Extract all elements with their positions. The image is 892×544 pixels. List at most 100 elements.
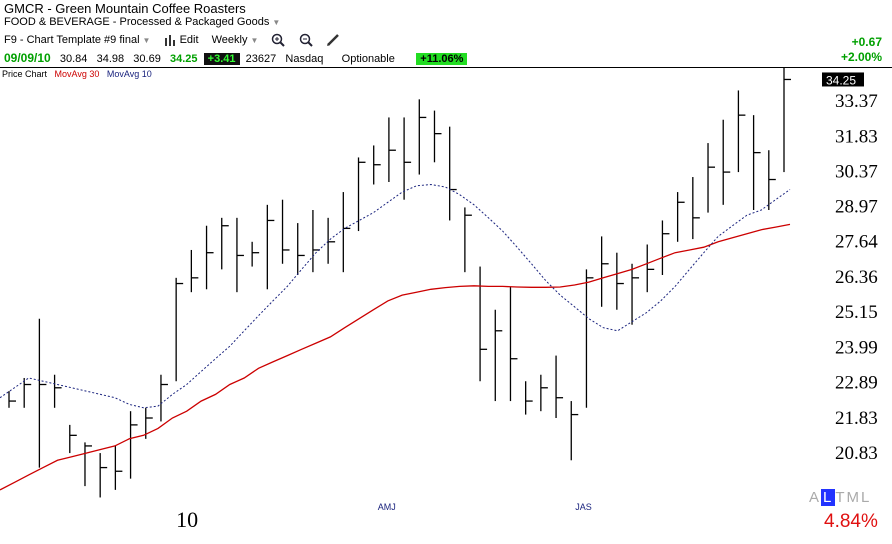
quote-low: 30.69 (133, 53, 161, 65)
ohlc-bar (449, 126, 457, 221)
industry-label: FOOD & BEVERAGE - Processed & Packaged G… (4, 16, 270, 28)
ohlc-bar (38, 318, 47, 468)
ohlc-bar (388, 117, 396, 183)
last-price-label: 34.25 (826, 73, 856, 87)
template-label: F9 - Chart Template #9 final (4, 34, 140, 46)
chevron-down-icon[interactable]: ▼ (250, 36, 259, 45)
edit-label: Edit (179, 34, 199, 46)
ohlc-bar (525, 381, 533, 415)
ohlc-bar (266, 204, 275, 290)
y-tick-label: 25.15 (835, 302, 878, 323)
ohlc-bar (616, 252, 624, 310)
x-tick-label: JAS (575, 502, 592, 512)
ohlc-bar (783, 62, 791, 173)
ohlc-bar (676, 192, 685, 242)
ohlc-bar (251, 241, 260, 267)
ohlc-bar (540, 374, 548, 412)
ohlc-bar (221, 217, 229, 270)
ohlc-bar (236, 217, 244, 293)
range-selector[interactable]: A L TML (809, 489, 871, 506)
quote-close: 34.25 (170, 53, 198, 65)
side-change: +0.67 (851, 35, 882, 49)
ohlc-bar (494, 309, 503, 402)
legend-ma30: MovAvg 30 (54, 69, 100, 79)
ohlc-bar (160, 374, 168, 422)
symbol-title: GMCR - Green Mountain Coffee Roasters (4, 1, 246, 16)
ohlc-bar (479, 266, 488, 382)
chart-legend: Price Chart MovAvg 30 MovAvg 10 (2, 69, 157, 79)
quote-line: 09/09/10 30.84 34.98 30.69 34.25 +3.41 2… (4, 51, 468, 65)
ohlc-bar (129, 411, 138, 479)
range-t[interactable]: T (835, 489, 847, 506)
ohlc-bar (433, 110, 442, 163)
price-chart[interactable]: 33.37 31.83 30.37 28.97 27.64 26.36 25.15 23.99… (0, 62, 892, 539)
ohlc-bar (768, 150, 776, 211)
y-tick-label: 20.83 (835, 443, 878, 464)
ohlc-bar (190, 249, 199, 293)
ohlc-bar (752, 115, 761, 211)
edit-button[interactable]: Edit (164, 34, 199, 46)
y-tick-label: 23.99 (835, 338, 878, 359)
last-price-box (822, 72, 864, 87)
template-selector[interactable]: F9 - Chart Template #9 final ▼ (4, 34, 150, 46)
y-tick-label: 21.83 (835, 408, 878, 429)
y-tick-label: 26.36 (835, 267, 878, 288)
legend-price: Price Chart (2, 69, 48, 79)
quote-date: 09/09/10 (4, 51, 51, 65)
ohlc-bar (707, 143, 716, 213)
ohlc-bar (23, 377, 32, 408)
range-l[interactable]: L (861, 489, 872, 506)
last-price-tag: 34.25 (822, 72, 864, 87)
zoom-out-icon[interactable] (299, 33, 313, 47)
moving-average-10-line (0, 183, 791, 409)
range-l-selected[interactable]: L (821, 489, 836, 506)
ohlc-bar (570, 401, 579, 461)
y-tick-label: 28.97 (835, 197, 878, 218)
ohlc-bar (114, 445, 123, 490)
ohlc-bar (84, 442, 92, 487)
chevron-down-icon[interactable]: ▼ (272, 18, 281, 27)
ohlc-bar (8, 391, 16, 408)
range-m[interactable]: M (846, 489, 862, 506)
x-tick-label: AMJ (378, 502, 396, 512)
quote-open: 30.84 (59, 53, 88, 65)
quote-volume: 23627 (245, 53, 277, 65)
y-tick-label: 30.37 (835, 161, 878, 182)
y-tick-label: 31.83 (835, 126, 878, 147)
pct-change-badge: +11.06% (416, 53, 468, 65)
ohlc-bar (555, 355, 564, 419)
zoom-in-icon[interactable] (271, 33, 286, 47)
range-a[interactable]: A (809, 489, 822, 506)
ohlc-bar (509, 286, 518, 402)
quote-change-badge: +3.41 (203, 53, 240, 65)
quote-exchange: Nasdaq (285, 53, 324, 65)
ohlc-bar (737, 90, 746, 173)
ohlc-bar (585, 269, 594, 408)
pencil-icon[interactable] (326, 33, 340, 47)
quote-high: 34.98 (96, 53, 125, 65)
ohlc-bar (631, 263, 640, 325)
ohlc-bar (175, 277, 184, 382)
ohlc-bar (53, 374, 62, 408)
ohlc-bar (661, 220, 670, 276)
moving-average-30-line (0, 223, 791, 491)
ohlc-bar (342, 192, 351, 273)
period-selector[interactable]: Weekly ▼ (212, 34, 259, 46)
header-panel: GMCR - Green Mountain Coffee Roasters FO… (0, 0, 892, 67)
price-chart-area[interactable]: 33.37 31.83 30.37 28.97 27.64 26.36 25.15 23.99… (0, 62, 892, 539)
ohlc-bar (357, 157, 366, 232)
legend-ma10: MovAvg 10 (106, 69, 152, 79)
x-tick-label: 10 (176, 507, 198, 532)
y-tick-label: 22.89 (835, 373, 878, 394)
footer-pct: 4.84% (824, 511, 878, 532)
ohlc-bar (600, 236, 609, 307)
ohlc-bar (99, 453, 108, 498)
y-tick-label: 27.64 (835, 232, 878, 253)
ohlc-bar (403, 117, 412, 200)
period-label: Weekly (211, 34, 248, 46)
ohlc-bar (646, 244, 655, 293)
chevron-down-icon[interactable]: ▼ (142, 36, 151, 45)
ohlc-bar (281, 199, 290, 264)
ohlc-bar (327, 217, 336, 264)
industry-line[interactable]: FOOD & BEVERAGE - Processed & Packaged G… (4, 16, 280, 28)
